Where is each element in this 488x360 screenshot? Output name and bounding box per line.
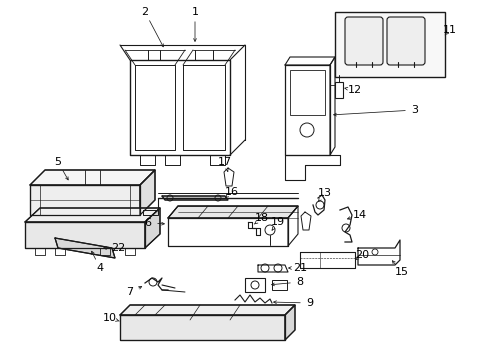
Bar bbox=[334, 82, 342, 98]
Text: 2: 2 bbox=[141, 7, 148, 17]
Polygon shape bbox=[25, 208, 160, 222]
Bar bbox=[244, 278, 264, 292]
Text: 12: 12 bbox=[347, 85, 361, 95]
Polygon shape bbox=[30, 170, 155, 185]
Text: 20: 20 bbox=[354, 250, 368, 260]
Text: 19: 19 bbox=[270, 217, 285, 227]
FancyBboxPatch shape bbox=[345, 17, 382, 65]
Text: 1: 1 bbox=[191, 7, 198, 17]
FancyBboxPatch shape bbox=[386, 17, 424, 65]
Text: 6: 6 bbox=[144, 218, 151, 228]
Text: 10: 10 bbox=[103, 313, 117, 323]
Text: 14: 14 bbox=[352, 210, 366, 220]
Polygon shape bbox=[168, 206, 297, 218]
Text: 15: 15 bbox=[394, 267, 408, 277]
Text: 3: 3 bbox=[411, 105, 418, 115]
Polygon shape bbox=[120, 315, 285, 340]
Text: 16: 16 bbox=[224, 187, 239, 197]
Polygon shape bbox=[285, 305, 294, 340]
Polygon shape bbox=[25, 222, 145, 248]
Text: 13: 13 bbox=[317, 188, 331, 198]
Text: 5: 5 bbox=[54, 157, 61, 167]
Bar bbox=[289, 70, 325, 115]
Text: 7: 7 bbox=[126, 287, 133, 297]
Polygon shape bbox=[145, 208, 160, 248]
Text: 21: 21 bbox=[292, 263, 306, 273]
Polygon shape bbox=[120, 305, 294, 315]
Text: 22: 22 bbox=[111, 243, 125, 253]
Text: 17: 17 bbox=[218, 157, 232, 167]
Bar bbox=[271, 280, 286, 290]
Polygon shape bbox=[30, 185, 140, 215]
Polygon shape bbox=[162, 196, 227, 200]
Text: 8: 8 bbox=[296, 277, 303, 287]
Text: 9: 9 bbox=[306, 298, 313, 308]
Text: 4: 4 bbox=[96, 263, 103, 273]
Polygon shape bbox=[140, 170, 155, 215]
Text: 11: 11 bbox=[442, 25, 456, 35]
Text: 18: 18 bbox=[254, 213, 268, 223]
Polygon shape bbox=[55, 238, 115, 258]
Bar bbox=[334, 12, 444, 77]
